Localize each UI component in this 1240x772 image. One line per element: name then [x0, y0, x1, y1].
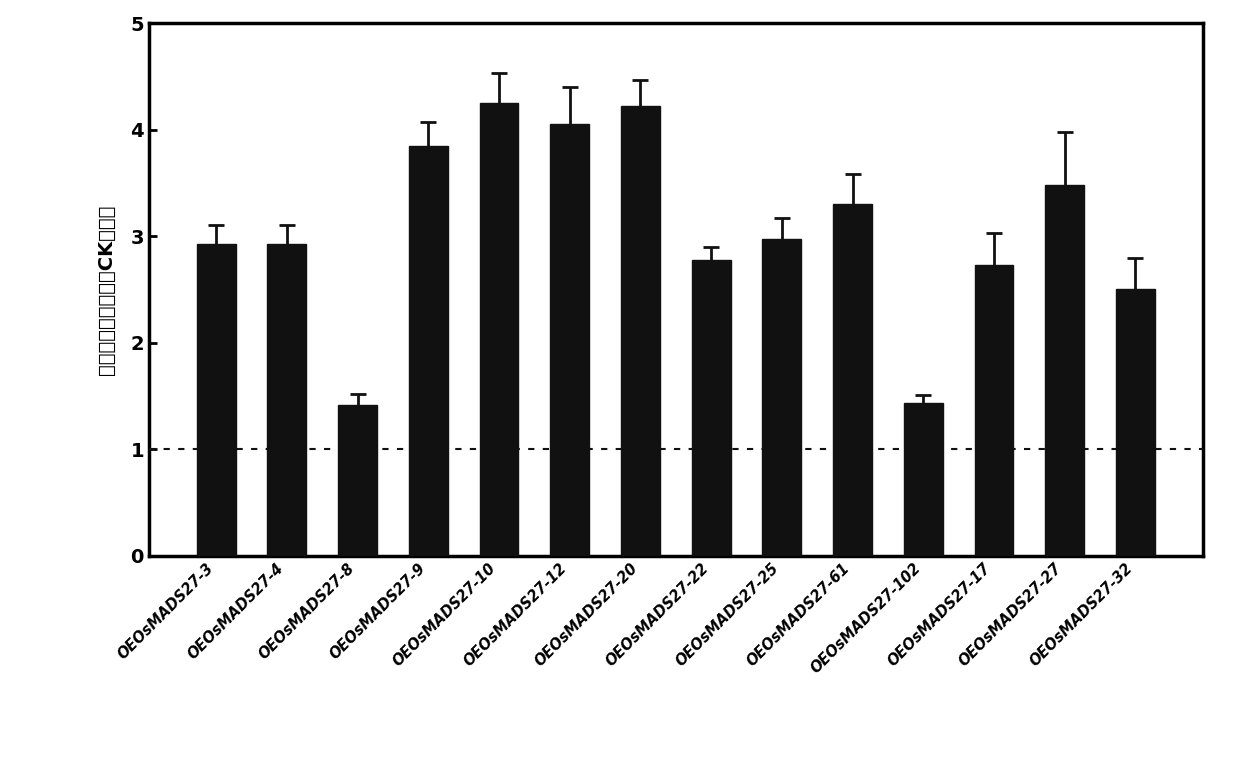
Bar — [268, 244, 306, 556]
Bar — [904, 404, 942, 556]
Bar — [551, 124, 589, 556]
Bar — [621, 107, 660, 556]
Bar — [480, 103, 518, 556]
Y-axis label: 基因表达水平（相对CK比例）: 基因表达水平（相对CK比例） — [98, 205, 117, 374]
Bar — [763, 239, 801, 556]
Bar — [409, 146, 448, 556]
Bar — [692, 259, 730, 556]
Bar — [1045, 185, 1084, 556]
Bar — [339, 405, 377, 556]
Bar — [197, 244, 236, 556]
Bar — [833, 205, 872, 556]
Bar — [975, 265, 1013, 556]
Bar — [1116, 290, 1154, 556]
